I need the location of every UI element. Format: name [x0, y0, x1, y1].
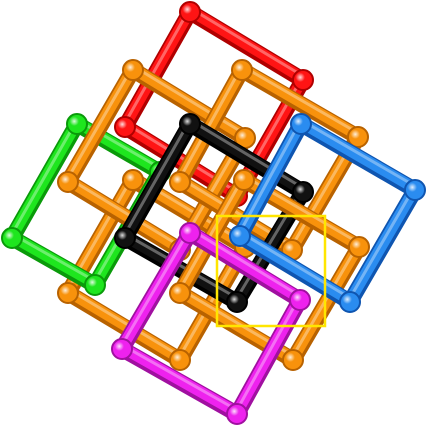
orange-top-joint-shine — [349, 128, 367, 146]
orange-left-rod-highlight — [66, 176, 182, 248]
blue-rod-highlight — [299, 118, 417, 188]
red-rod — [119, 5, 196, 131]
blue-frame[interactable] — [229, 113, 426, 313]
orange-left-joint-shine — [124, 61, 142, 79]
orange-right-joint-shine — [171, 284, 189, 302]
orange-left-rod — [62, 175, 186, 254]
black-rod-highlight — [123, 118, 192, 236]
blue-rod-highlight — [238, 230, 352, 300]
orange-top-joint-shine — [171, 173, 189, 191]
green-joint-shine — [3, 229, 21, 247]
magenta-rod-highlight — [120, 343, 239, 412]
orange-top-rod-highlight — [178, 64, 244, 180]
orange-top-rod — [174, 63, 248, 186]
black-joint-shine — [228, 293, 246, 311]
green-joint-shine — [86, 276, 104, 294]
black-joint-shine — [294, 183, 312, 201]
orange-left-joint-shine — [236, 129, 254, 147]
magenta-frame[interactable] — [111, 222, 311, 425]
orange-right-rod-highlight — [178, 174, 246, 291]
blue-joint-shine — [231, 227, 249, 245]
red-rod-highlight — [123, 6, 192, 125]
magenta-joint-shine — [113, 340, 131, 358]
red-rod-highlight — [188, 6, 305, 78]
green-rod-highlight — [10, 232, 97, 283]
orange-bottom-joint-shine — [59, 284, 77, 302]
green-rod-highlight — [10, 118, 79, 236]
magenta-joint-shine — [228, 405, 246, 423]
orange-bottom-rod — [62, 286, 186, 364]
green-rod — [6, 231, 101, 289]
red-joint-shine — [116, 118, 134, 136]
magenta-rod — [231, 293, 306, 418]
black-rod-highlight — [188, 118, 305, 190]
blue-rod-highlight — [348, 184, 417, 300]
green-frame[interactable] — [1, 113, 171, 296]
blue-joint-shine — [341, 293, 359, 311]
black-joint-shine — [116, 229, 134, 247]
orange-right-joint-shine — [235, 171, 253, 189]
black-joint-shine — [181, 115, 199, 133]
orange-right-rod — [174, 173, 250, 297]
magenta-joint-shine — [291, 291, 309, 309]
magenta-joint-shine — [181, 224, 199, 242]
orange-bottom-joint-shine — [171, 351, 189, 369]
orange-left-rod — [127, 63, 251, 142]
magenta-rod-highlight — [235, 294, 302, 412]
black-rod-highlight — [123, 232, 239, 300]
blue-rod — [234, 229, 356, 306]
red-rod — [184, 5, 309, 84]
orange-right-joint-shine — [284, 351, 302, 369]
blue-rod — [295, 117, 421, 194]
orange-left-rod — [62, 63, 139, 186]
black-rod — [184, 117, 309, 196]
orange-left-rod-highlight — [131, 64, 247, 136]
blue-joint-shine — [406, 181, 424, 199]
orange-bottom-joint-shine — [124, 171, 142, 189]
orange-right-joint-shine — [350, 238, 368, 256]
blue-joint-shine — [292, 115, 310, 133]
orange-top-joint-shine — [283, 241, 301, 259]
green-joint-shine — [68, 115, 86, 133]
highlight-selection-box[interactable] — [215, 214, 327, 328]
blue-rod — [344, 183, 421, 306]
magenta-rod — [116, 226, 196, 353]
orange-top-rod — [236, 63, 364, 141]
magenta-rod — [116, 342, 243, 418]
green-rod — [6, 117, 83, 242]
red-joint-shine — [181, 3, 199, 21]
orange-top-rod-highlight — [240, 64, 360, 135]
blue-rod-highlight — [238, 118, 303, 234]
magenta-rod — [184, 226, 306, 304]
orange-bottom-rod-highlight — [66, 287, 182, 358]
orange-top-joint-shine — [233, 61, 251, 79]
red-joint-shine — [294, 71, 312, 89]
magenta-rod-highlight — [188, 227, 302, 298]
magenta-rod-highlight — [120, 227, 192, 347]
black-rod — [119, 231, 243, 306]
orange-left-joint-shine — [59, 173, 77, 191]
black-rod — [119, 117, 196, 242]
orange-left-rod-highlight — [66, 64, 135, 180]
